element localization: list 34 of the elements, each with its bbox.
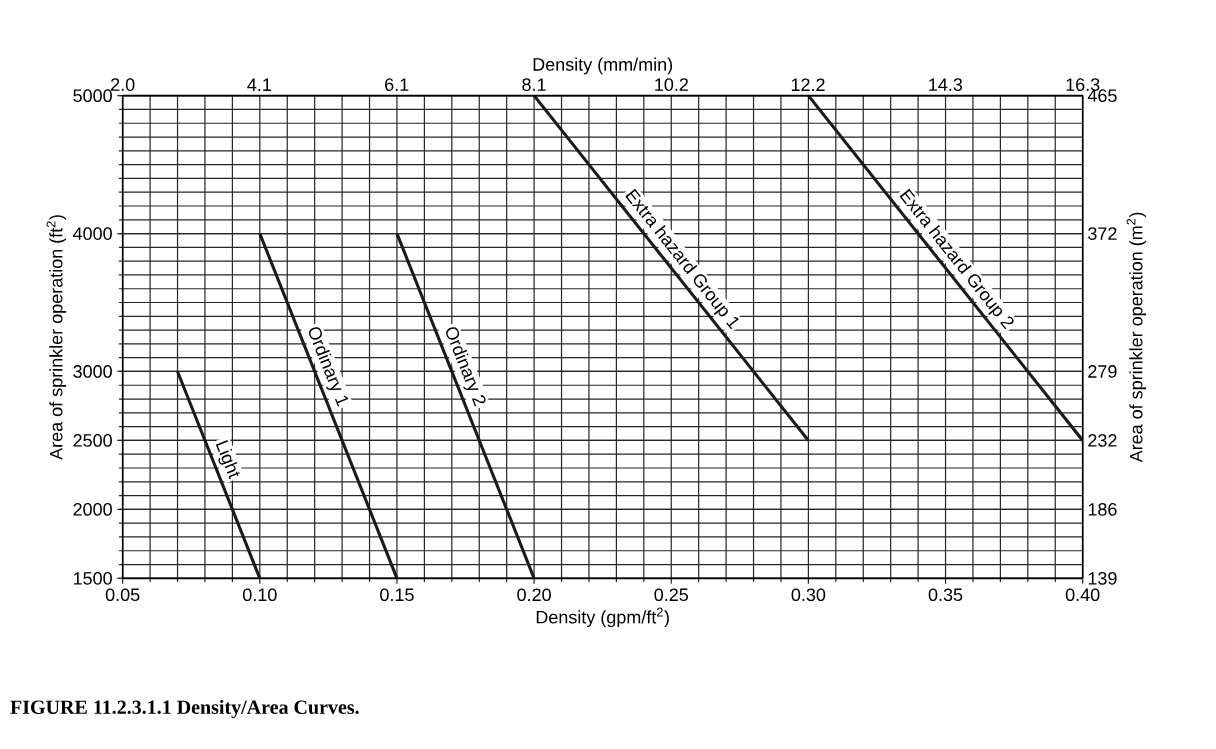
x2-tick-label: 16.3 (1066, 78, 1100, 91)
x2-tick-label: 2.0 (111, 78, 135, 91)
y-tick-label: 5000 (73, 89, 112, 103)
x-tick-label: 0.05 (105, 588, 140, 602)
y2-tick-label: 465 (1087, 89, 1117, 103)
y-tick-label: 2500 (73, 434, 112, 447)
x-tick-label: 0.15 (380, 588, 414, 602)
x-tick-label: 0.20 (517, 588, 551, 602)
y-tick-label: 3000 (73, 365, 112, 378)
y2-tick-label: 372 (1088, 227, 1117, 240)
x2-tick-label: 10.2 (655, 78, 688, 91)
x-tick-label: 0.25 (654, 588, 689, 602)
y-tick-label: 2000 (73, 503, 112, 516)
x2-tick-label: 8.1 (522, 78, 546, 91)
x-tick-label: 0.30 (791, 588, 826, 602)
y-tick-label: 1500 (73, 571, 112, 585)
y2-tick-label: 139 (1088, 571, 1117, 585)
x2-tick-label: 12.2 (791, 78, 825, 91)
x-tick-label: 0.40 (1065, 588, 1100, 602)
text: FIGURE 11.2.3.1.1 Density/Area Curves. (10, 699, 359, 719)
y2-tick-label: 279 (1088, 365, 1117, 378)
x-axis-title: Density (gpm/ft$^{2}$) (536, 607, 669, 628)
y2-tick-label: 186 (1088, 503, 1117, 516)
y2-tick-label: 232 (1088, 434, 1117, 447)
y-axis-title: Area of sprinkler operation (ft$^{2}$) (46, 215, 67, 460)
y2-axis-title: Area of sprinkler operation (m$^{2}$) (1126, 212, 1147, 463)
text: Light (215, 440, 240, 480)
x-tick-label: 0.35 (928, 588, 963, 602)
x-tick-label: 0.10 (243, 588, 277, 602)
x2-tick-label: 6.1 (385, 78, 409, 91)
x2-tick-label: 14.3 (929, 78, 963, 91)
y-tick-label: 4000 (73, 227, 112, 240)
x2-tick-label: 4.1 (247, 78, 271, 91)
x2-axis-title: Density (mm/min) (533, 57, 673, 75)
